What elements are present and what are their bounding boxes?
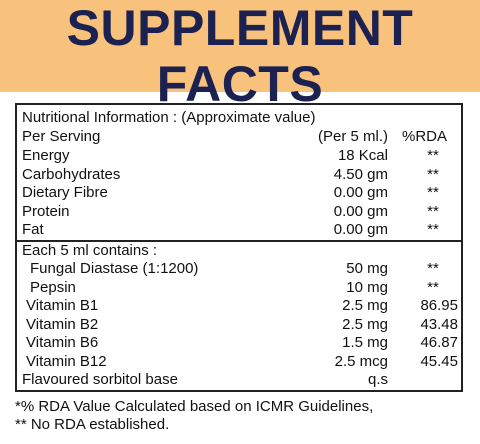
header-band <box>0 0 480 92</box>
section-heading: Each 5 ml contains : <box>22 242 158 259</box>
footnote: *% RDA Value Calculated based on ICMR Gu… <box>15 398 374 415</box>
nutrient-name: Carbohydrates <box>22 165 121 183</box>
column-header: %RDA <box>402 128 448 145</box>
nutrient-name: Dietary Fibre <box>22 184 108 201</box>
ingredient-name: Fungal Diastase (1:1200) <box>30 260 199 277</box>
ingredient-name: Vitamin B6 <box>26 334 99 351</box>
title: SUPPLEMENT FACTS <box>66 0 414 112</box>
rda: ** <box>427 147 439 164</box>
ingredient-name: Vitamin B1 <box>26 297 99 314</box>
amount: 1.5 mg <box>342 334 388 351</box>
amount: 10 mg <box>346 278 388 296</box>
table-heading: Nutritional Information : (Approximate v… <box>22 109 316 126</box>
ingredient-name: Flavoured sorbitol base <box>22 371 178 388</box>
ingredient-name: Pepsin <box>30 278 76 296</box>
rda: 45.45 <box>420 352 458 370</box>
rda: ** <box>427 221 439 238</box>
nutrient-name: Fat <box>22 221 44 238</box>
nutrient-name: Energy <box>22 147 70 164</box>
rda: ** <box>427 278 439 296</box>
nutrient-name: Protein <box>22 202 70 220</box>
amount: 18 Kcal <box>337 147 388 164</box>
rda: ** <box>427 165 439 183</box>
amount: 0.00 gm <box>333 221 388 238</box>
rda: 43.48 <box>420 315 458 333</box>
column-header: (Per 5 ml.) <box>317 128 388 145</box>
divider <box>15 240 463 242</box>
column-header: Per Serving <box>22 128 101 145</box>
amount: 50 mg <box>346 260 388 277</box>
facts-box <box>15 103 463 392</box>
rda: ** <box>427 184 439 201</box>
amount: q.s <box>367 371 388 388</box>
rda: ** <box>427 202 439 220</box>
footnote: ** No RDA established. <box>15 416 170 433</box>
amount: 0.00 gm <box>333 184 388 201</box>
ingredient-name: Vitamin B2 <box>26 315 99 333</box>
rda: 46.87 <box>420 334 458 351</box>
amount: 2.5 mg <box>342 315 388 333</box>
rda: 86.95 <box>420 297 458 314</box>
amount: 0.00 gm <box>333 202 388 220</box>
amount: 2.5 mcg <box>334 352 388 370</box>
amount: 2.5 mg <box>342 297 388 314</box>
ingredient-name: Vitamin B12 <box>26 352 107 370</box>
rda: ** <box>427 260 439 277</box>
amount: 4.50 gm <box>333 165 388 183</box>
